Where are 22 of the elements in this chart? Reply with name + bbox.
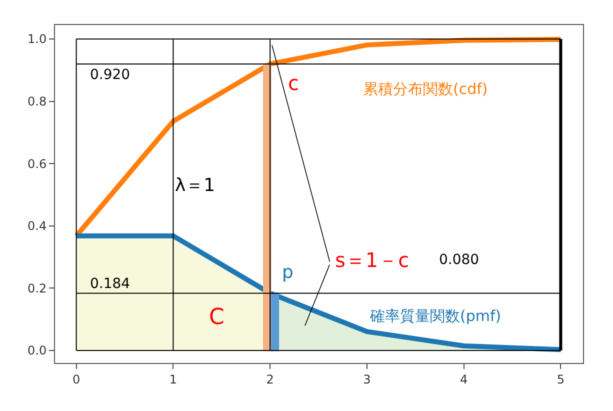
- text: 累積分布関数(cdf): [363, 80, 488, 98]
- x-tick-label: 2: [266, 372, 274, 386]
- y-tick-label: 0.2: [28, 281, 47, 296]
- annotation: λ＝1: [175, 175, 216, 196]
- x-tick-label: 3: [363, 372, 371, 386]
- annotation: s＝1－c: [335, 248, 410, 272]
- series-label: 確率質量関数(pmf): [369, 307, 502, 325]
- x-tick-label: 0: [72, 372, 80, 386]
- y-tick-label: 1.0: [28, 32, 47, 46]
- x-tick-label: 1: [169, 372, 178, 386]
- annotation: p: [282, 262, 294, 283]
- annotation: C: [209, 305, 224, 330]
- y-tick-label: 0.6: [28, 156, 47, 171]
- y-tick-label: 0.4: [28, 219, 47, 234]
- annotation: c: [288, 71, 299, 95]
- y-tick-label: 0.0: [28, 344, 47, 358]
- x-tick-label: 5: [556, 372, 565, 386]
- x-tick-label: 4: [460, 372, 468, 386]
- annotation: 0.184: [90, 276, 130, 292]
- annotation: 0.920: [90, 67, 130, 83]
- y-tick-label: 0.8: [28, 94, 47, 109]
- annotation: 0.080: [439, 252, 480, 268]
